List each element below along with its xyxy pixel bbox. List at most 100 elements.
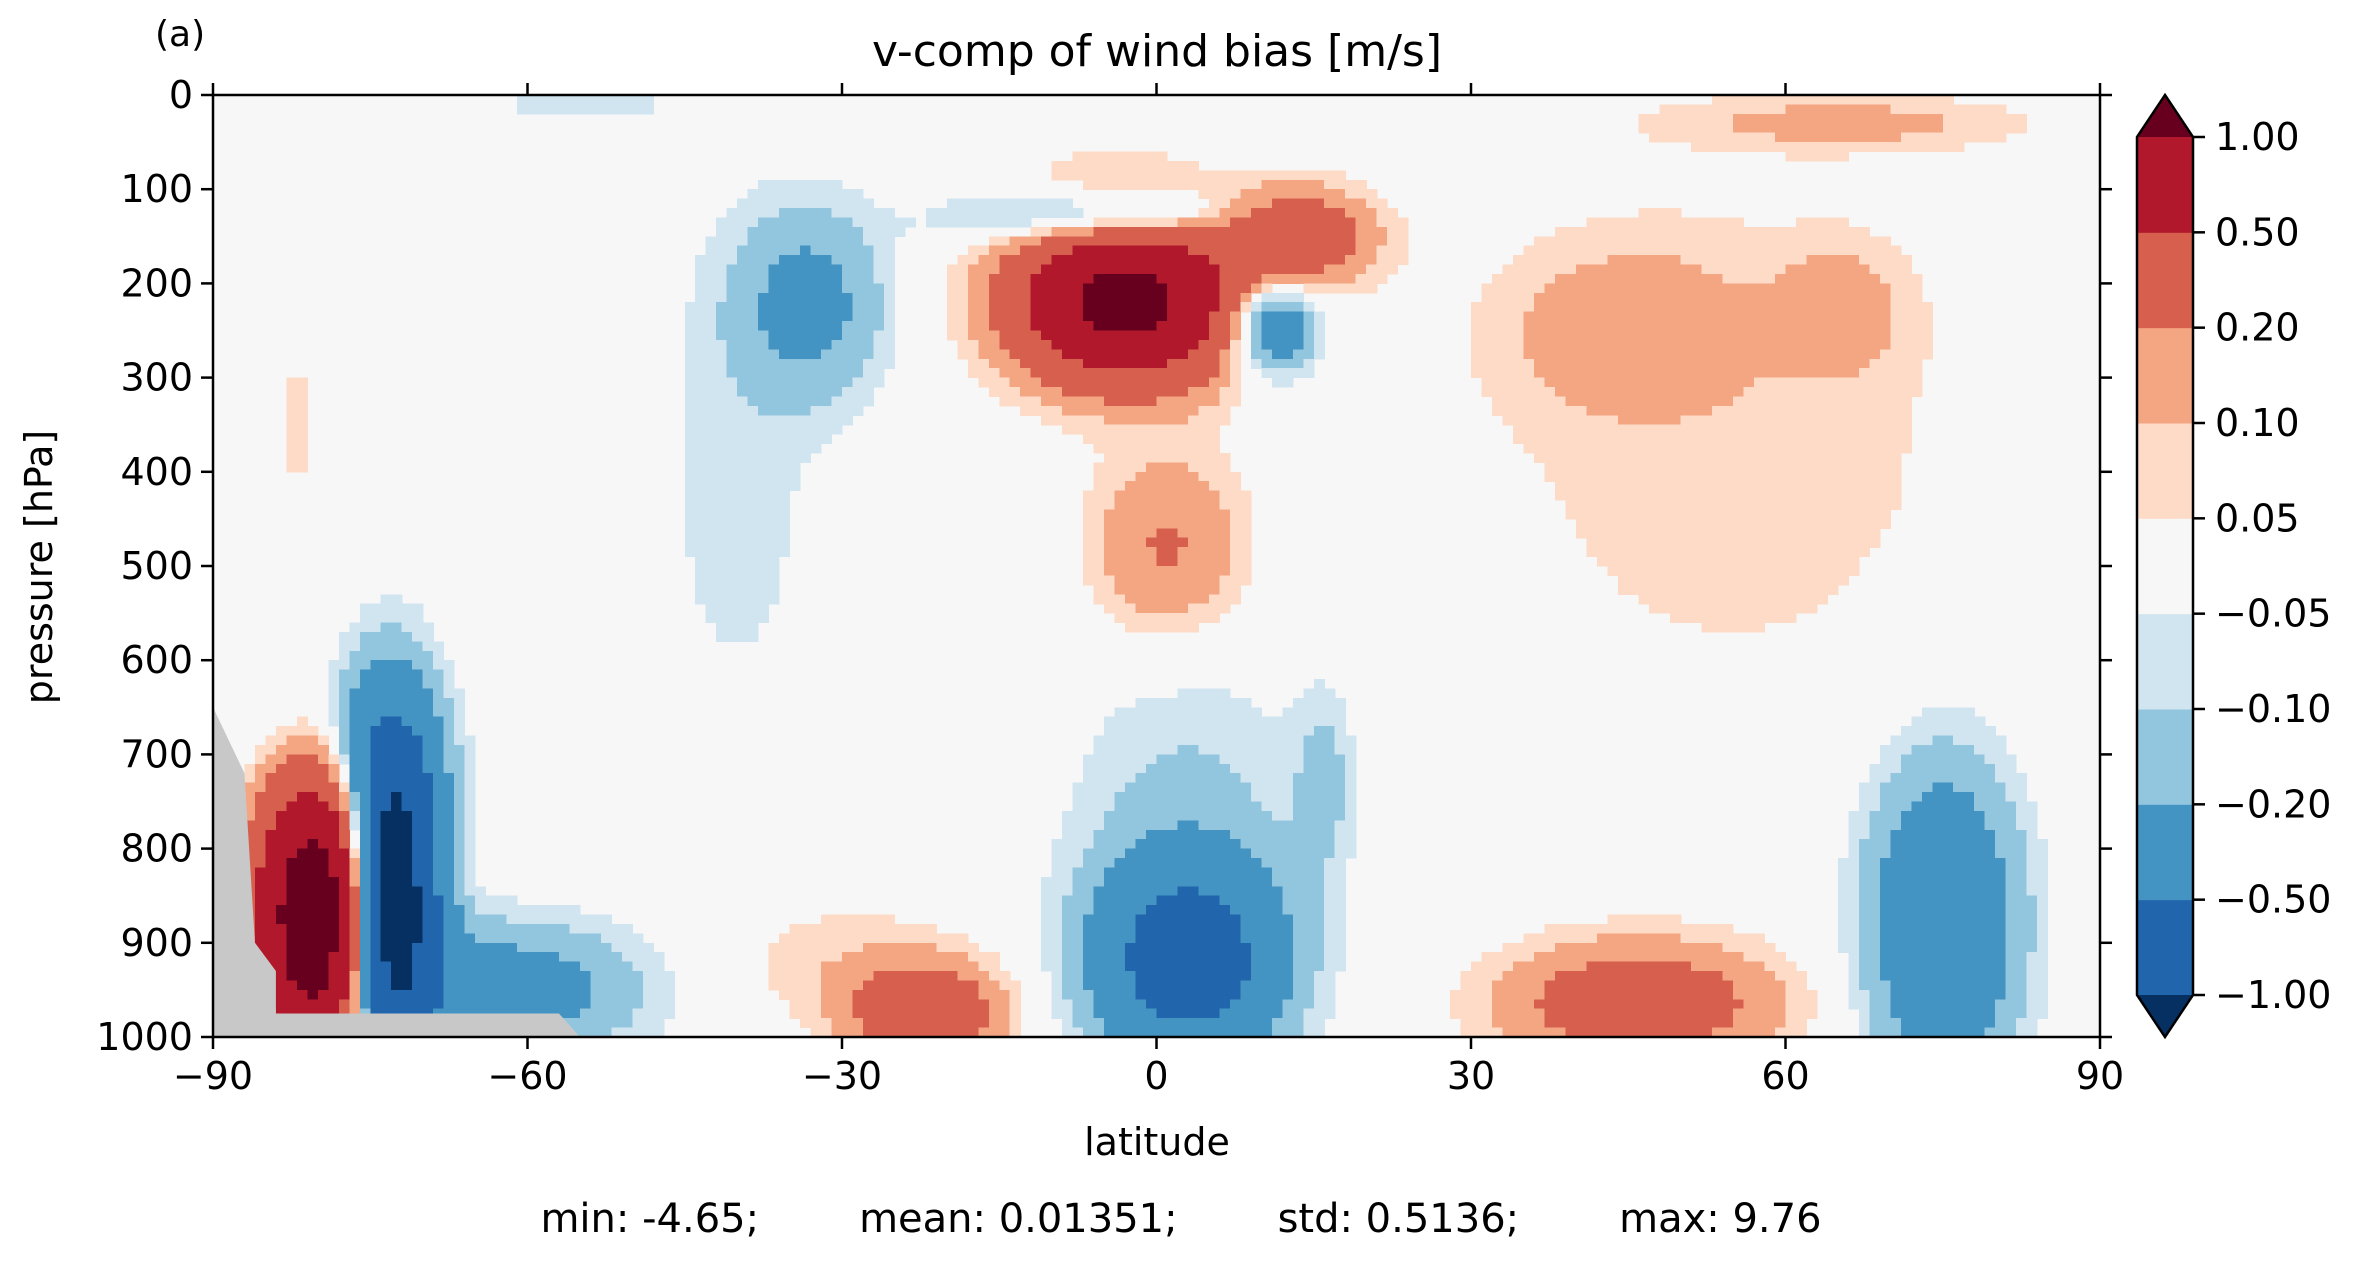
heatmap-cell: [1858, 829, 1870, 840]
heatmap-cell: [1575, 471, 1587, 482]
heatmap-cell: [1754, 452, 1766, 463]
heatmap-cell: [862, 368, 875, 379]
heatmap-cell: [716, 584, 728, 595]
heatmap-cell: [1208, 744, 1220, 755]
heatmap-cell: [789, 217, 801, 228]
heatmap-cell: [1324, 867, 1336, 878]
heatmap-cell: [852, 405, 864, 416]
heatmap-cell: [1324, 726, 1336, 737]
heatmap-cell: [758, 217, 770, 228]
heatmap-cell: [1313, 283, 1325, 294]
heatmap-cell: [1355, 255, 1367, 266]
heatmap-cell: [1051, 273, 1063, 284]
heatmap-cell: [380, 669, 392, 680]
heatmap-cell: [1775, 537, 1787, 548]
heatmap-cell: [1125, 490, 1137, 501]
heatmap-cell: [779, 264, 791, 275]
heatmap-cell: [307, 735, 319, 746]
heatmap-cell: [1135, 236, 1147, 247]
heatmap-cell: [1146, 236, 1158, 247]
heatmap-cell: [1198, 603, 1210, 614]
heatmap-cell: [1125, 179, 1137, 190]
heatmap-cell: [1072, 358, 1084, 369]
heatmap-cell: [1030, 349, 1042, 360]
heatmap-cell: [1890, 377, 1902, 388]
heatmap-cell: [1670, 264, 1682, 275]
heatmap-cell: [1733, 349, 1745, 360]
heatmap-cell: [391, 848, 403, 859]
heatmap-cell: [1156, 405, 1168, 416]
heatmap-cell: [1806, 264, 1818, 275]
heatmap-cell: [1712, 142, 1724, 153]
heatmap-cell: [1166, 547, 1179, 558]
heatmap-cell: [852, 339, 864, 350]
heatmap-cell: [380, 886, 392, 897]
heatmap-cell: [569, 95, 581, 106]
heatmap-cell: [1062, 810, 1074, 821]
heatmap-cell: [705, 283, 717, 294]
heatmap-cell: [1198, 339, 1210, 350]
heatmap-cell: [1565, 462, 1577, 473]
heatmap-cell: [1837, 264, 1849, 275]
heatmap-cell: [1512, 273, 1525, 284]
heatmap-cell: [370, 660, 382, 671]
heatmap-cell: [1229, 273, 1241, 284]
heatmap-cell: [978, 255, 990, 266]
heatmap-cell: [1628, 462, 1640, 473]
heatmap-cell: [1638, 339, 1650, 350]
heatmap-cell: [1649, 528, 1661, 539]
heatmap-cell: [454, 848, 466, 859]
heatmap-cell: [1911, 876, 1923, 887]
heatmap-cell: [1177, 613, 1189, 624]
heatmap-cell: [1932, 782, 1944, 793]
heatmap-cell: [517, 95, 529, 106]
heatmap-cell: [370, 631, 382, 642]
heatmap-cell: [1827, 424, 1839, 435]
heatmap-cell: [1533, 283, 1545, 294]
heatmap-cell: [695, 405, 707, 416]
heatmap-cell: [1722, 142, 1734, 153]
heatmap-cell: [1104, 151, 1116, 162]
heatmap-cell: [1953, 754, 1965, 765]
heatmap-cell: [1659, 603, 1671, 614]
heatmap-cell: [1575, 396, 1587, 407]
heatmap-cell: [1229, 537, 1241, 548]
heatmap-cell: [1030, 321, 1042, 332]
heatmap-cell: [1313, 255, 1325, 266]
heatmap-cell: [1775, 132, 1787, 143]
heatmap-cell: [1166, 744, 1179, 755]
heatmap-cell: [1680, 396, 1692, 407]
heatmap-cell: [307, 858, 319, 869]
heatmap-cell: [433, 773, 445, 784]
heatmap-cell: [1932, 716, 1944, 727]
heatmap-cell: [1890, 292, 1902, 303]
heatmap-cell: [1240, 556, 1252, 567]
heatmap-cell: [2016, 867, 2028, 878]
heatmap-cell: [1083, 170, 1095, 181]
heatmap-cell: [1051, 886, 1063, 897]
heatmap-cell: [1104, 377, 1116, 388]
heatmap-cell: [1617, 264, 1629, 275]
heatmap-cell: [464, 839, 476, 850]
heatmap-cell: [1051, 405, 1063, 416]
heatmap-cell: [464, 754, 476, 765]
heatmap-cell: [1995, 735, 2007, 746]
heatmap-cell: [1083, 547, 1095, 558]
heatmap-cell: [1020, 330, 1032, 341]
heatmap-cell: [286, 377, 298, 388]
heatmap-cell: [1512, 358, 1525, 369]
heatmap-cell: [1900, 377, 1912, 388]
heatmap-cell: [1837, 876, 1849, 887]
heatmap-cell: [1785, 556, 1797, 567]
heatmap-cell: [422, 641, 434, 652]
heatmap-cell: [359, 801, 371, 812]
heatmap-cell: [1219, 867, 1231, 878]
heatmap-cell: [810, 255, 822, 266]
heatmap-cell: [1083, 537, 1095, 548]
heatmap-cell: [464, 773, 476, 784]
heatmap-cell: [821, 217, 833, 228]
heatmap-cell: [684, 339, 696, 350]
heatmap-cell: [1261, 867, 1273, 878]
heatmap-cell: [380, 697, 392, 708]
heatmap-cell: [1858, 339, 1870, 350]
